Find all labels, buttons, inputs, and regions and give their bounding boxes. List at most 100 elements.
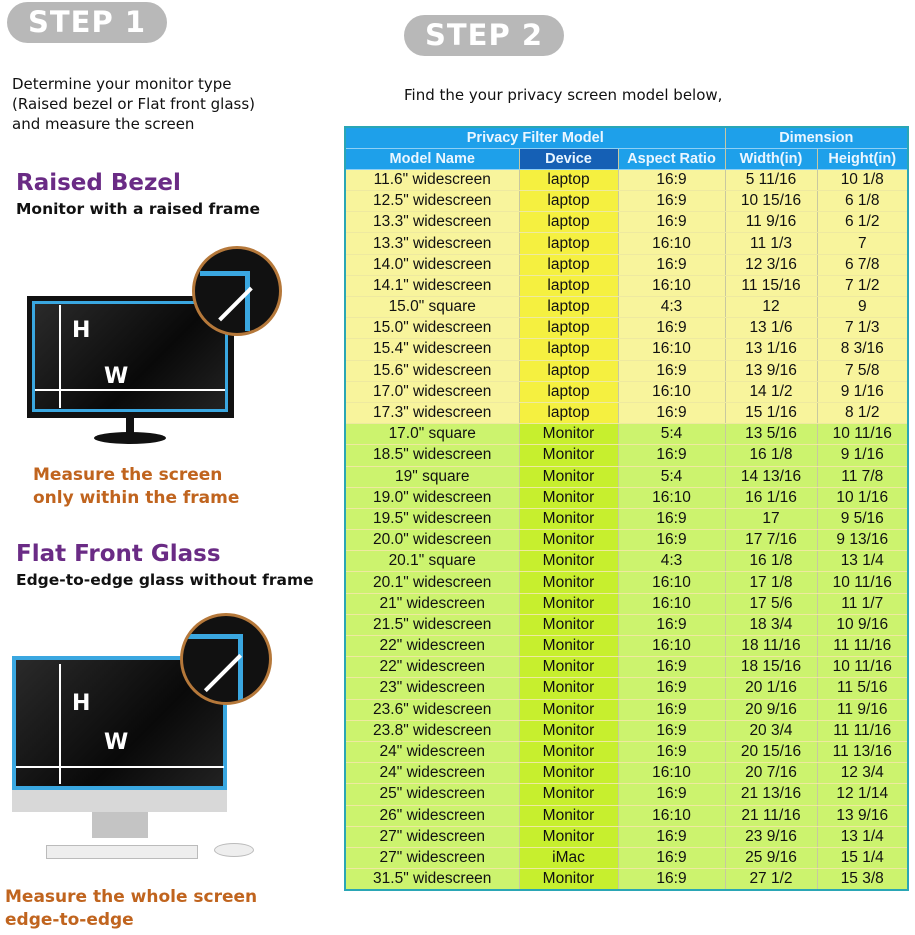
cell-aspect-ratio: 16:9	[617, 720, 725, 742]
cell-width: 13 5/16	[724, 423, 817, 446]
cell-width: 20 1/16	[724, 677, 817, 700]
cell-model-name: 20.1" square	[344, 550, 519, 573]
cell-device: Monitor	[518, 593, 618, 615]
cell-device: laptop	[518, 338, 618, 361]
col-height: Height(in)	[816, 148, 908, 170]
table-row: 21.5" widescreen Monitor 16:9 18 3/4 10 9/16	[344, 614, 908, 637]
cell-aspect-ratio: 16:9	[617, 169, 725, 192]
height-label: H	[72, 318, 91, 343]
table-row: 23.8" widescreen Monitor 16:9 20 3/4 11 11/1…	[344, 720, 908, 742]
cell-model-name: 15.6" widescreen	[344, 360, 519, 382]
cell-aspect-ratio: 16:9	[617, 677, 725, 700]
cell-device: Monitor	[518, 656, 618, 679]
cell-device: Monitor	[518, 466, 618, 488]
cell-width: 11 1/3	[724, 232, 817, 255]
raised-bezel-subtitle: Monitor with a raised frame	[16, 200, 261, 218]
intro-line: and measure the screen	[12, 115, 195, 133]
cell-model-name: 23" widescreen	[344, 677, 519, 700]
cell-aspect-ratio: 16:9	[617, 868, 725, 891]
cell-aspect-ratio: 16:9	[617, 317, 725, 340]
cell-width: 11 15/16	[724, 275, 817, 298]
cell-height: 10 1/8	[816, 169, 908, 192]
cell-model-name: 15.0" square	[344, 296, 519, 319]
cell-model-name: 25" widescreen	[344, 783, 519, 806]
cell-height: 13 9/16	[816, 805, 908, 827]
cell-height: 13 1/4	[816, 550, 908, 573]
flat-glass-note: Measure the whole screen edge-to-edge	[5, 886, 257, 932]
step1-badge: STEP 1	[7, 2, 167, 43]
cell-height: 6 1/8	[816, 190, 908, 213]
table-row: 20.0" widescreen Monitor 16:9 17 7/16 9 13/1…	[344, 529, 908, 552]
cell-width: 18 15/16	[724, 656, 817, 679]
note-line: only within the frame	[33, 488, 240, 508]
cell-model-name: 22" widescreen	[344, 656, 519, 679]
cell-model-name: 22" widescreen	[344, 635, 519, 658]
cell-model-name: 17.3" widescreen	[344, 402, 519, 425]
cell-height: 7 1/3	[816, 317, 908, 340]
cell-model-name: 24" widescreen	[344, 741, 519, 764]
step1-intro: Determine your monitor type (Raised beze…	[12, 74, 255, 134]
col-aspect-ratio: Aspect Ratio	[617, 148, 725, 170]
table-row: 11.6" widescreen laptop 16:9 5 11/16 10 1/8	[344, 169, 908, 192]
cell-device: laptop	[518, 402, 618, 425]
table-row: 27" widescreen Monitor 16:9 23 9/16 13 1/4	[344, 826, 908, 848]
cell-device: laptop	[518, 211, 618, 234]
cell-model-name: 13.3" widescreen	[344, 211, 519, 234]
cell-device: iMac	[518, 847, 618, 870]
zoom-detail-circle	[180, 613, 272, 705]
cell-aspect-ratio: 16:10	[617, 275, 725, 298]
cell-width: 14 1/2	[724, 381, 817, 403]
cell-aspect-ratio: 16:10	[617, 571, 725, 594]
cell-width: 20 7/16	[724, 762, 817, 785]
step2-badge: STEP 2	[404, 15, 564, 56]
cell-device: Monitor	[518, 741, 618, 764]
cell-width: 16 1/16	[724, 487, 817, 509]
cell-model-name: 31.5" widescreen	[344, 868, 519, 891]
cell-model-name: 13.3" widescreen	[344, 232, 519, 255]
cell-height: 10 11/16	[816, 423, 908, 446]
cell-aspect-ratio: 16:10	[617, 805, 725, 827]
cell-aspect-ratio: 16:9	[617, 211, 725, 234]
cell-device: Monitor	[518, 783, 618, 806]
table-row: 20.1" widescreen Monitor 16:10 17 1/8 10 11/…	[344, 571, 908, 594]
table-row: 23" widescreen Monitor 16:9 20 1/16 11 5/16	[344, 677, 908, 700]
table-row: 31.5" widescreen Monitor 16:9 27 1/2 15 3/8	[344, 868, 908, 891]
group-header-dimension: Dimension	[724, 127, 908, 149]
cell-aspect-ratio: 16:9	[617, 360, 725, 382]
cell-width: 27 1/2	[724, 868, 817, 891]
cell-height: 11 7/8	[816, 466, 908, 488]
cell-device: laptop	[518, 275, 618, 298]
table-row: 23.6" widescreen Monitor 16:9 20 9/16 11 9/1…	[344, 699, 908, 721]
cell-height: 7	[816, 232, 908, 255]
cell-aspect-ratio: 16:9	[617, 402, 725, 425]
group-header-model: Privacy Filter Model	[344, 127, 725, 149]
table-row: 14.1" widescreen laptop 16:10 11 15/16 7 1/2	[344, 275, 908, 298]
cell-width: 18 11/16	[724, 635, 817, 658]
cell-width: 17	[724, 508, 817, 531]
note-line: edge-to-edge	[5, 910, 134, 930]
cell-width: 10 15/16	[724, 190, 817, 213]
cell-height: 8 1/2	[816, 402, 908, 425]
cell-width: 15 1/16	[724, 402, 817, 425]
cell-device: laptop	[518, 381, 618, 403]
cell-height: 11 5/16	[816, 677, 908, 700]
cell-width: 13 1/6	[724, 317, 817, 340]
cell-height: 11 13/16	[816, 741, 908, 764]
raised-bezel-note: Measure the screen only within the frame	[33, 464, 239, 510]
cell-device: laptop	[518, 169, 618, 192]
cell-height: 9 5/16	[816, 508, 908, 531]
cell-model-name: 17.0" widescreen	[344, 381, 519, 403]
cell-height: 9 1/16	[816, 381, 908, 403]
table-row: 20.1" square Monitor 4:3 16 1/8 13 1/4	[344, 550, 908, 573]
table-row: 27" widescreen iMac 16:9 25 9/16 15 1/4	[344, 847, 908, 870]
cell-width: 16 1/8	[724, 444, 817, 467]
table-row: 17.0" widescreen laptop 16:10 14 1/2 9 1/16	[344, 381, 908, 403]
cell-aspect-ratio: 5:4	[617, 466, 725, 488]
table-row: 13.3" widescreen laptop 16:9 11 9/16 6 1/2	[344, 211, 908, 234]
cell-width: 11 9/16	[724, 211, 817, 234]
cell-width: 17 5/6	[724, 593, 817, 615]
cell-width: 12	[724, 296, 817, 319]
cell-height: 15 3/8	[816, 868, 908, 891]
cell-aspect-ratio: 16:10	[617, 381, 725, 403]
cell-model-name: 14.1" widescreen	[344, 275, 519, 298]
